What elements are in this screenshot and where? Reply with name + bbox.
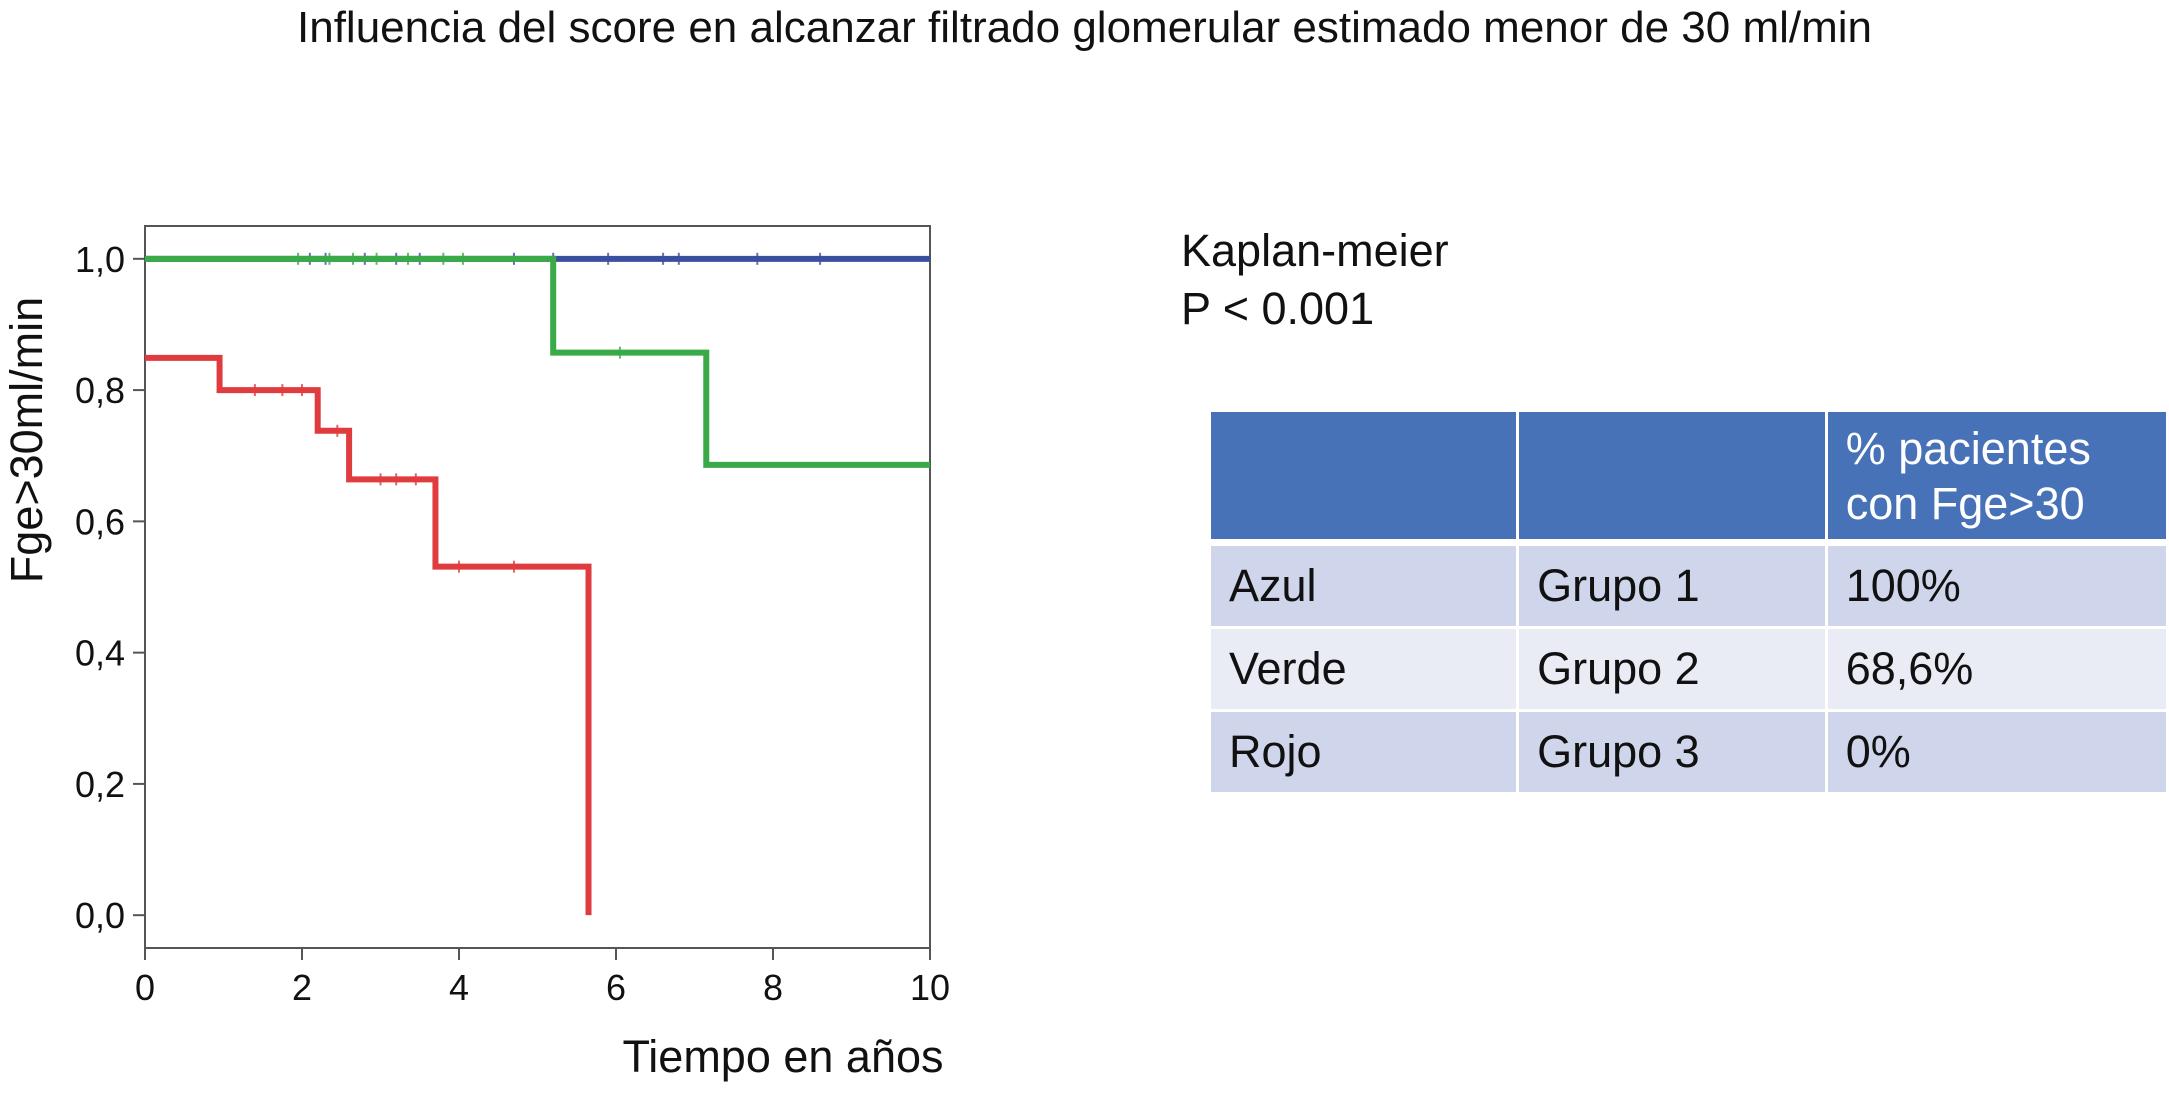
x-tick-label: 4 xyxy=(449,967,469,1008)
table-header-cell xyxy=(1211,412,1520,546)
table-header-cell: % pacientes con Fge>30 xyxy=(1827,412,2169,546)
x-tick-label: 2 xyxy=(292,967,312,1008)
table-cell-color: Azul xyxy=(1211,546,1520,629)
stats-pvalue: P < 0.001 xyxy=(1181,283,1375,334)
y-tick-label: 0,2 xyxy=(75,764,125,805)
table-cell-color: Verde xyxy=(1211,629,1520,712)
y-tick-label: 1,0 xyxy=(75,239,125,280)
summary-table: % pacientes con Fge>30 Azul Grupo 1 100%… xyxy=(1211,412,2169,795)
y-tick-label: 0,6 xyxy=(75,501,125,542)
table-cell-group: Grupo 3 xyxy=(1519,712,1828,795)
table-cell-percent: 68,6% xyxy=(1827,629,2169,712)
y-tick-label: 0,4 xyxy=(75,633,125,674)
table-row: Verde Grupo 2 68,6% xyxy=(1211,629,2169,712)
table-header-cell xyxy=(1519,412,1828,546)
table-header-row: % pacientes con Fge>30 xyxy=(1211,412,2169,546)
x-axis: 0 2 4 6 8 10 xyxy=(135,948,950,1008)
table-cell-group: Grupo 1 xyxy=(1519,546,1828,629)
x-tick-label: 8 xyxy=(763,967,783,1008)
stats-panel: Kaplan-meier P < 0.001 xyxy=(1181,222,1449,338)
table-row: Azul Grupo 1 100% xyxy=(1211,546,2169,629)
series-line-2 xyxy=(145,354,592,916)
series-group xyxy=(145,252,930,916)
x-tick-label: 10 xyxy=(910,967,950,1008)
page-title: Influencia del score en alcanzar filtrad… xyxy=(297,3,1872,52)
table-cell-percent: 100% xyxy=(1827,546,2169,629)
stats-method: Kaplan-meier xyxy=(1181,225,1449,276)
y-axis: 0,0 0,2 0,4 0,6 0,8 1,0 xyxy=(75,239,145,936)
series-line-1 xyxy=(145,255,930,468)
table-cell-group: Grupo 2 xyxy=(1519,629,1828,712)
y-tick-label: 0,0 xyxy=(75,895,125,936)
table-cell-percent: 0% xyxy=(1827,712,2169,795)
x-tick-label: 6 xyxy=(606,967,626,1008)
x-axis-label: Tiempo en años xyxy=(622,1031,943,1082)
kaplan-meier-chart: 0 2 4 6 8 10 0,0 0,2 0,4 0,6 0,8 1,0 Tiempo en año… xyxy=(1,225,950,1082)
table-cell-color: Rojo xyxy=(1211,712,1520,795)
plot-frame xyxy=(144,225,931,949)
y-axis-label: Fge>30ml/min xyxy=(1,297,52,583)
table-row: Rojo Grupo 3 0% xyxy=(1211,712,2169,795)
y-tick-label: 0,8 xyxy=(75,370,125,411)
x-tick-label: 0 xyxy=(135,967,155,1008)
